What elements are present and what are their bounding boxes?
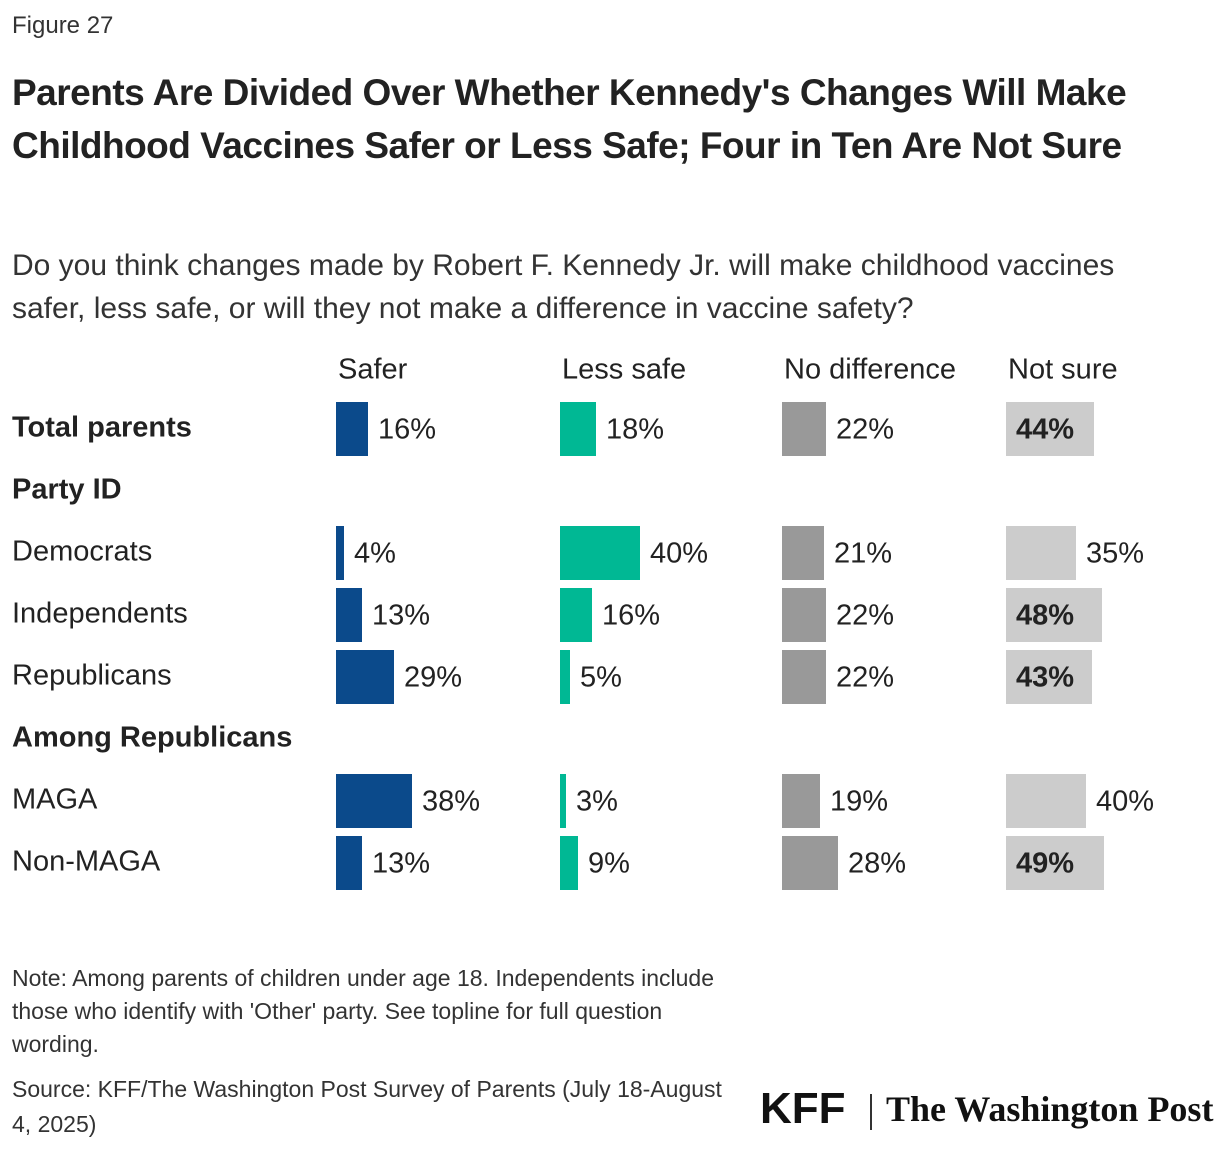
value-label: 43%: [1016, 662, 1074, 694]
value-label: 5%: [580, 662, 622, 694]
chart-title: Parents Are Divided Over Whether Kennedy…: [12, 72, 1127, 166]
bar: [560, 650, 570, 704]
value-label: 16%: [602, 600, 660, 632]
chart: Safer Less safe No difference Not sure Total…: [12, 354, 1154, 890]
source: Source: KFF/The Washington Post Survey o…: [12, 1076, 722, 1137]
row-label: Non-MAGA: [12, 846, 161, 878]
bar: [336, 836, 362, 890]
bar: [336, 588, 362, 642]
bar: [782, 526, 824, 580]
value-label: 38%: [422, 786, 480, 818]
group-label: Party ID: [12, 474, 122, 506]
column-header: No difference: [784, 354, 956, 386]
logo-separator: [870, 1094, 872, 1130]
bar: [1006, 650, 1092, 704]
value-label: 22%: [836, 414, 894, 446]
bar: [782, 402, 826, 456]
bar: [782, 588, 826, 642]
value-label: 48%: [1016, 600, 1074, 632]
value-label: 22%: [836, 600, 894, 632]
column-header: Less safe: [562, 354, 686, 386]
logo-kff: KFF: [760, 1084, 846, 1133]
figure-label: Figure 27: [12, 12, 114, 39]
value-label: 4%: [354, 538, 396, 570]
bar: [1006, 402, 1094, 456]
logo-wapo: The Washington Post: [886, 1089, 1214, 1129]
group-label: Among Republicans: [12, 722, 292, 754]
row-label: Republicans: [12, 660, 172, 692]
bar: [1006, 836, 1104, 890]
value-label: 3%: [576, 786, 618, 818]
value-label: 18%: [606, 414, 664, 446]
value-label: 28%: [848, 848, 906, 880]
bar: [560, 836, 578, 890]
value-label: 19%: [830, 786, 888, 818]
bar: [336, 402, 368, 456]
value-label: 16%: [378, 414, 436, 446]
value-label: 49%: [1016, 848, 1074, 880]
note: Note: Among parents of children under ag…: [12, 965, 714, 1057]
value-label: 40%: [650, 538, 708, 570]
value-label: 13%: [372, 600, 430, 632]
bar: [1006, 588, 1102, 642]
row-label: Independents: [12, 598, 188, 630]
value-label: 35%: [1086, 538, 1144, 570]
value-label: 22%: [836, 662, 894, 694]
bar: [782, 650, 826, 704]
value-label: 29%: [404, 662, 462, 694]
bar: [782, 836, 838, 890]
bar: [560, 526, 640, 580]
bar: [560, 774, 566, 828]
bar: [336, 526, 344, 580]
bar: [336, 650, 394, 704]
bar: [782, 774, 820, 828]
bar: [1006, 774, 1086, 828]
value-label: 9%: [588, 848, 630, 880]
column-header: Safer: [338, 354, 408, 386]
row-label: MAGA: [12, 784, 98, 816]
chart-subtitle: Do you think changes made by Robert F. K…: [12, 249, 1115, 325]
bar: [560, 588, 592, 642]
value-label: 21%: [834, 538, 892, 570]
bar: [1006, 526, 1076, 580]
value-label: 13%: [372, 848, 430, 880]
value-label: 40%: [1096, 786, 1154, 818]
bar: [336, 774, 412, 828]
column-header: Not sure: [1008, 354, 1118, 386]
value-label: 44%: [1016, 414, 1074, 446]
row-label: Total parents: [12, 412, 192, 444]
bar: [560, 402, 596, 456]
row-label: Democrats: [12, 536, 152, 568]
